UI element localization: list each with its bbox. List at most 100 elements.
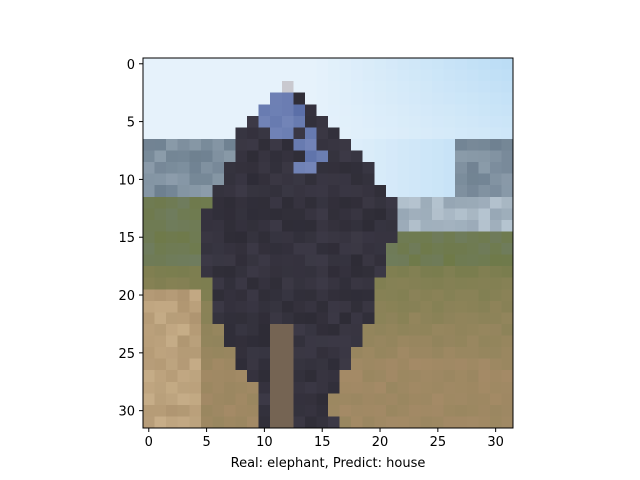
image-pixel <box>432 277 445 290</box>
image-pixel <box>374 81 387 94</box>
image-pixel <box>420 196 433 209</box>
image-pixel <box>189 358 202 371</box>
image-pixel <box>455 323 468 337</box>
image-pixel <box>362 92 375 105</box>
image-pixel <box>397 196 410 209</box>
image-pixel <box>362 69 375 82</box>
x-tick-label: 30 <box>487 435 504 450</box>
image-pixel <box>304 404 318 418</box>
image-pixel <box>281 231 294 244</box>
image-pixel <box>408 81 422 94</box>
image-pixel <box>443 92 456 105</box>
image-pixel <box>501 58 513 71</box>
image-pixel <box>189 370 202 383</box>
image-pixel <box>235 254 248 267</box>
image-pixel <box>478 393 491 406</box>
axes-frame <box>142 57 514 429</box>
image-pixel <box>247 335 260 348</box>
image-pixel <box>489 173 503 186</box>
image-pixel <box>489 185 503 198</box>
image-pixel <box>466 69 479 82</box>
image-pixel <box>489 300 503 313</box>
image-pixel <box>501 104 513 117</box>
image-pixel <box>397 81 410 94</box>
image-pixel <box>385 69 398 82</box>
image-pixel <box>420 404 433 418</box>
image-pixel <box>281 277 294 290</box>
image-pixel <box>143 185 156 198</box>
image-pixel <box>247 300 260 313</box>
image-pixel <box>339 370 352 383</box>
image-pixel <box>443 289 456 302</box>
image-pixel <box>200 335 213 348</box>
image-pixel <box>385 312 398 325</box>
image-pixel <box>351 393 364 406</box>
image-pixel <box>432 173 445 186</box>
image-pixel <box>200 58 213 71</box>
image-pixel <box>166 404 179 418</box>
image-pixel <box>328 358 341 371</box>
image-pixel <box>293 69 306 82</box>
image-pixel <box>501 138 513 152</box>
image-pixel <box>466 358 479 371</box>
image-pixel <box>166 127 179 140</box>
image-pixel <box>397 208 410 221</box>
image-pixel <box>362 404 375 418</box>
image-pixel <box>351 196 364 209</box>
image-pixel <box>154 393 167 406</box>
image-pixel <box>247 173 260 186</box>
image-pixel <box>478 312 491 325</box>
image-pixel <box>223 104 237 117</box>
image-pixel <box>281 150 294 163</box>
image-pixel <box>166 185 179 198</box>
image-pixel <box>420 127 433 140</box>
image-pixel <box>258 127 271 140</box>
image-pixel <box>489 277 503 290</box>
image-pixel <box>154 81 167 94</box>
image-pixel <box>316 138 329 152</box>
image-pixel <box>432 127 445 140</box>
image-pixel <box>235 196 248 209</box>
image-pixel <box>143 104 156 117</box>
image-pixel <box>293 393 306 406</box>
image-pixel <box>385 416 398 428</box>
image-pixel <box>258 404 271 418</box>
image-pixel <box>212 254 225 267</box>
image-pixel <box>316 173 329 186</box>
image-pixel <box>351 127 364 140</box>
image-pixel <box>374 219 387 233</box>
image-pixel <box>432 254 445 267</box>
image-pixel <box>235 393 248 406</box>
image-pixel <box>177 289 190 302</box>
image-pixel <box>304 300 318 313</box>
image-pixel <box>177 347 190 360</box>
image-pixel <box>270 185 283 198</box>
image-pixel <box>351 81 364 94</box>
image-pixel <box>223 312 237 325</box>
image-pixel <box>489 393 503 406</box>
image-pixel <box>316 185 329 198</box>
image-pixel <box>247 185 260 198</box>
image-pixel <box>247 243 260 256</box>
image-pixel <box>316 243 329 256</box>
image-pixel <box>177 104 190 117</box>
image-pixel <box>397 243 410 256</box>
image-pixel <box>270 58 283 71</box>
image-pixel <box>304 92 318 105</box>
image-pixel <box>258 185 271 198</box>
image-pixel <box>339 266 352 279</box>
image-pixel <box>362 277 375 290</box>
image-pixel <box>351 219 364 233</box>
image-pixel <box>385 335 398 348</box>
image-pixel <box>258 323 271 337</box>
image-pixel <box>385 266 398 279</box>
image-pixel <box>258 254 271 267</box>
image-pixel <box>478 370 491 383</box>
image-pixel <box>466 231 479 244</box>
image-pixel <box>304 358 318 371</box>
image-pixel <box>270 300 283 313</box>
image-pixel <box>154 266 167 279</box>
image-pixel <box>189 92 202 105</box>
image-pixel <box>328 81 341 94</box>
image-pixel <box>408 104 422 117</box>
